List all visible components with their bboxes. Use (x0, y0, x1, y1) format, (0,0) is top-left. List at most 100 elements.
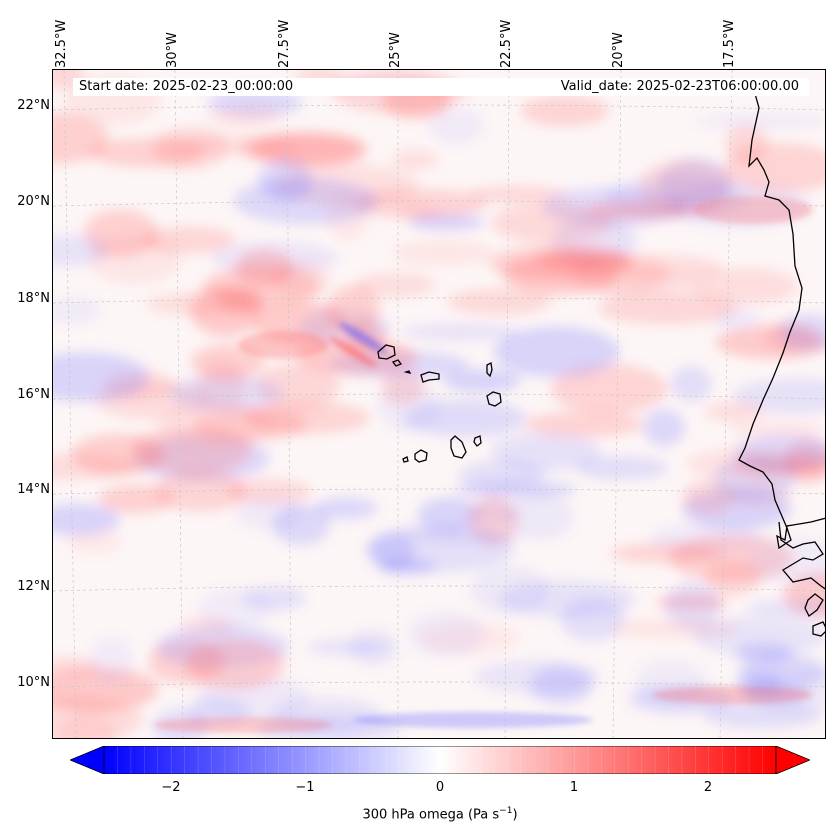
omega-contour-blob (713, 308, 762, 330)
omega-contour-blob (693, 616, 825, 657)
colorbar-label-close: ) (512, 807, 518, 823)
omega-contour-blob (703, 401, 764, 423)
omega-contour-blob (185, 638, 285, 690)
omega-contour-blob (428, 107, 484, 145)
omega-contour-blob (244, 401, 371, 434)
omega-max-feature (653, 686, 813, 704)
colorbar (70, 746, 810, 774)
omega-contour-blob (53, 296, 101, 325)
omega-contour-blob (524, 411, 644, 438)
longitude-gridline (504, 70, 510, 738)
omega-contour-blob (643, 408, 685, 447)
island-brava (402, 456, 409, 463)
island-sao-nicolau (420, 371, 440, 383)
omega-contour-blob (53, 655, 99, 678)
omega-contour-blob (538, 674, 592, 697)
island-sao-vicente (391, 359, 403, 367)
omega-contour-blob (458, 460, 547, 490)
colorbar-tick-label: 1 (569, 780, 579, 795)
omega-contour-blob (67, 530, 122, 554)
colorbar-tick-label: 0 (435, 780, 445, 795)
omega-contour-blob (491, 202, 613, 244)
omega-contour-blob (682, 479, 735, 516)
omega-field-map (53, 70, 825, 738)
colorbar-label-text: 300 hPa omega (Pa s (362, 807, 500, 823)
colorbar-label-exponent: −1 (499, 806, 513, 816)
omega-contour-blob (53, 503, 121, 536)
omega-min-feature (339, 322, 387, 354)
omega-contour-blob (154, 469, 248, 512)
omega-contour-blob (408, 213, 485, 231)
colorbar-body (103, 746, 777, 774)
island-santa-luzia (403, 370, 412, 374)
colorbar-label: 300 hPa omega (Pa s−1) (0, 806, 837, 822)
omega-contour-blob (235, 248, 294, 287)
colorbar-gradient (70, 746, 810, 774)
latitude-gridline (53, 393, 825, 400)
omega-contour-blob (403, 399, 527, 437)
omega-contour-blob (354, 272, 437, 298)
omega-contour-blob (142, 226, 236, 254)
lon-label-22-5w: 22.5°W (499, 19, 514, 68)
omega-contour-blob (609, 254, 722, 281)
colorbar-tick-label: −1 (295, 780, 315, 795)
omega-min-feature (353, 712, 593, 728)
omega-contour-blob (733, 378, 825, 415)
omega-contour-blob (354, 188, 487, 220)
omega-max-feature (693, 196, 813, 224)
latitude-gridline (53, 681, 825, 688)
omega-contour-blob (442, 368, 522, 393)
latitude-gridline (53, 104, 825, 111)
omega-contour-blob (664, 582, 720, 630)
lat-label-10n: 10°N (17, 675, 50, 690)
latitude-gridline (53, 585, 825, 592)
latitude-gridline (53, 200, 825, 207)
island-santo-antao (377, 344, 396, 360)
longitude-gridline (719, 70, 733, 738)
omega-contour-blob (315, 497, 378, 520)
lat-label-14n: 14°N (17, 482, 50, 497)
longitude-gridline (612, 70, 622, 738)
omega-contour-blob (723, 143, 825, 193)
omega-contour-blob (747, 537, 825, 585)
omega-contour-blob (587, 200, 697, 220)
lon-label-17-5w: 17.5°W (722, 19, 737, 68)
island-maio (473, 435, 482, 447)
omega-contour-blob (417, 497, 480, 532)
omega-contour-blob (575, 455, 669, 480)
omega-contour-blob (168, 375, 284, 412)
start-date-label: Start date: 2025-02-23_00:00:00 (79, 79, 294, 94)
omega-contour-blob (407, 610, 485, 657)
omega-contour-blob (550, 364, 668, 414)
lon-label-32-5w: 32.5°W (54, 19, 69, 68)
island-boa-vista (486, 391, 502, 407)
lat-label-12n: 12°N (17, 579, 50, 594)
lon-label-27-5w: 27.5°W (277, 19, 292, 68)
omega-contour-blob (369, 533, 415, 571)
omega-max-feature (238, 331, 328, 359)
omega-contour-blob (306, 639, 391, 656)
omega-contour-blob (520, 95, 610, 127)
omega-max-feature (329, 336, 377, 368)
island-sal (486, 362, 493, 378)
omega-contour-blob (208, 106, 282, 127)
omega-contour-blob (670, 365, 712, 402)
longitude-gridline (174, 70, 184, 738)
omega-contour-blob (258, 158, 313, 202)
lon-label-25w: 25°W (388, 32, 403, 68)
lat-label-18n: 18°N (17, 291, 50, 306)
island-santiago (450, 435, 467, 459)
colorbar-extend-min (70, 746, 105, 774)
lat-label-22n: 22°N (17, 98, 50, 113)
omega-contour-blob (690, 267, 799, 305)
longitude-gridline (286, 70, 292, 738)
omega-contour-blob (327, 285, 380, 335)
omega-contour-blob (469, 565, 551, 615)
lat-label-16n: 16°N (17, 387, 50, 402)
omega-contour-blob (693, 113, 825, 130)
omega-contour-blob (729, 479, 792, 509)
omega-contour-blob (488, 245, 634, 281)
colorbar-extend-max (775, 746, 810, 774)
date-header-band (73, 78, 809, 96)
omega-contour-blob (190, 285, 262, 337)
